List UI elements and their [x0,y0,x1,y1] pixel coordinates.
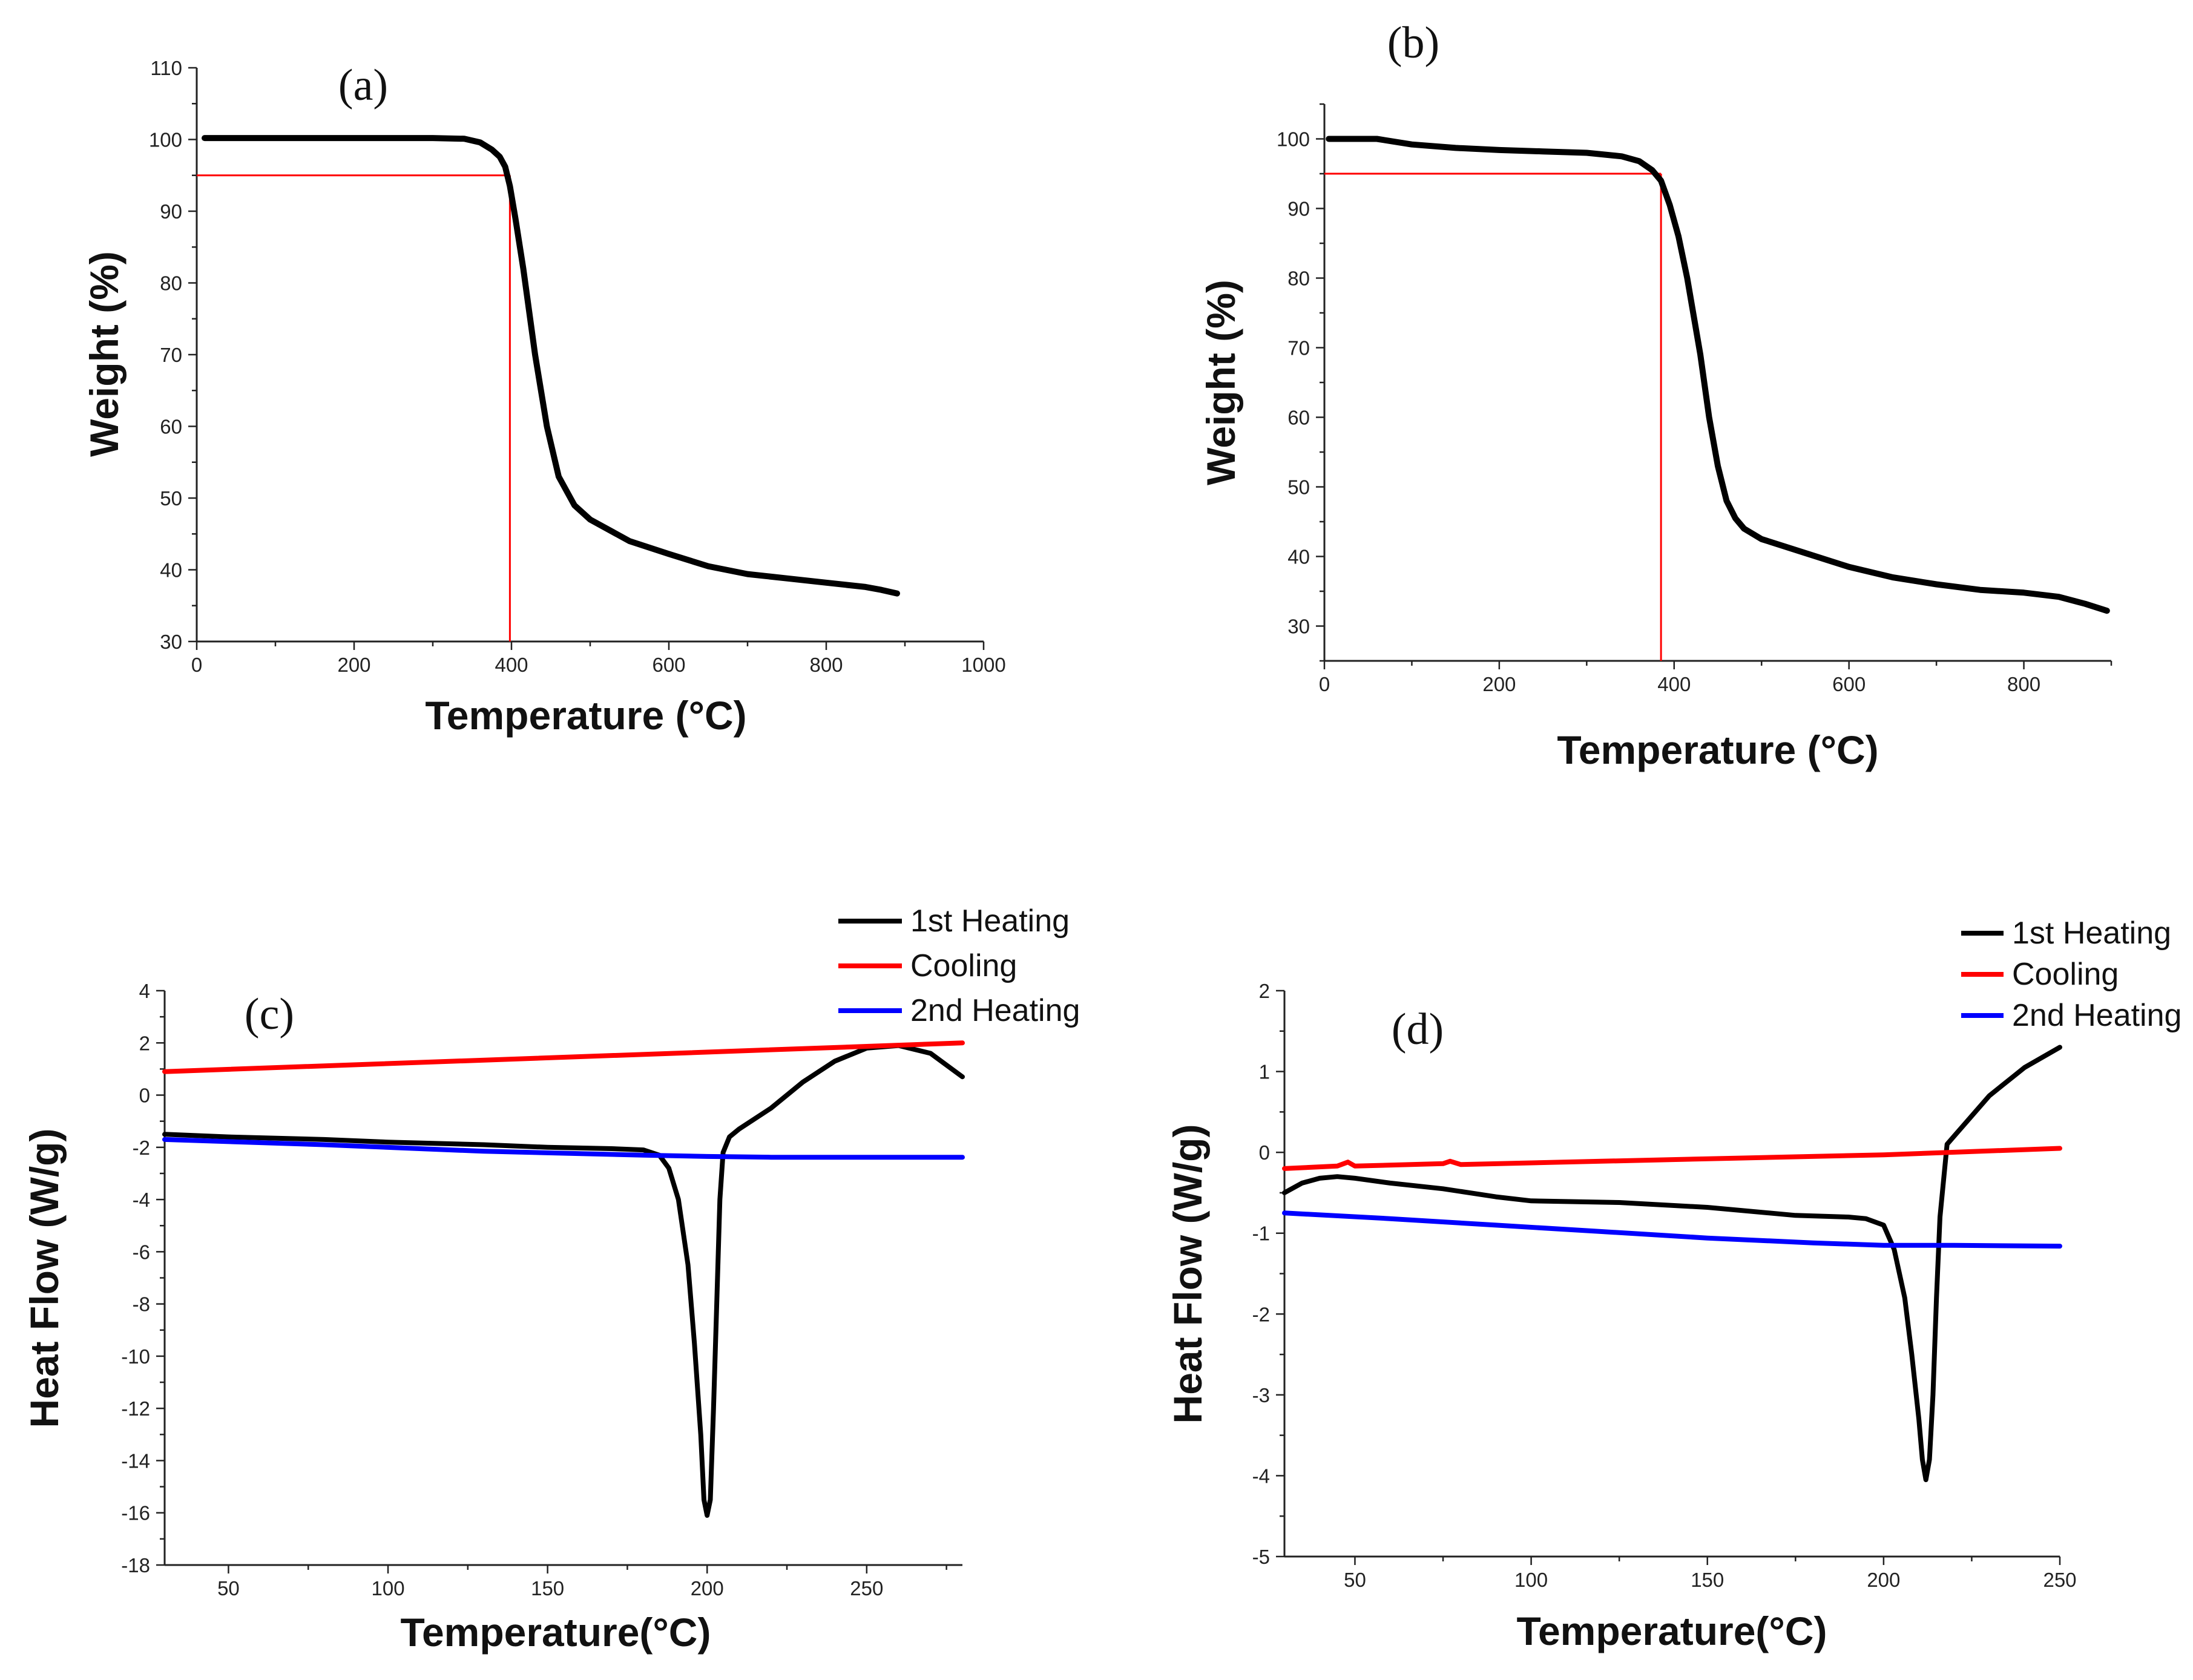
x-tick-label: 250 [850,1577,883,1600]
y-tick-label: 80 [160,272,182,295]
series-line-2nd-heating [1282,1210,2062,1249]
y-tick-label: 60 [160,416,182,438]
series-line-1st-heating [162,1043,965,1518]
y-axis-title: Heat Flow (W/g) [22,1129,67,1428]
y-tick-label: 50 [1287,476,1310,499]
y-tick-label: 2 [1259,980,1270,1002]
y-tick-label: 1 [1259,1061,1270,1083]
y-tick-label: 100 [1277,128,1310,151]
legend: 1st Heating Cooling 2nd Heating [1961,916,2181,1033]
x-axis-title: Temperature (°C) [1557,727,1878,772]
y-tick-label: 90 [160,200,182,223]
x-axis-title: Temperature (°C) [425,693,746,738]
x-tick-label: 800 [809,654,843,676]
y-tick-label: 70 [160,344,182,366]
y-tick-label: -8 [133,1293,150,1316]
series-line-2nd-heating [162,1137,965,1160]
x-tick-label: 50 [1344,1569,1366,1591]
legend-label: Cooling [2012,957,2119,992]
y-tick-label: 30 [160,631,182,653]
x-tick-label: 0 [191,654,202,676]
panel-label: (d) [1392,1005,1444,1054]
y-tick-label: -4 [1252,1465,1270,1487]
series-line-cooling [1282,1146,2062,1171]
x-tick-label: 50 [217,1577,240,1600]
y-tick-label: -2 [133,1137,150,1159]
x-tick-label: 200 [691,1577,724,1600]
y-tick-label: -5 [1252,1546,1270,1568]
y-tick-label: 50 [160,487,182,510]
y-tick-label: 80 [1287,267,1310,290]
panel-b: 0 200 400 600 800 30 40 50 60 70 80 90 100 Temperatur… [1198,18,2112,772]
y-tick-label: -18 [121,1554,150,1577]
x-tick-label: 1000 [961,654,1005,676]
legend-label: 1st Heating [2012,916,2171,951]
series-line-1st-heating [1282,1045,2062,1483]
legend-label: 2nd Heating [910,993,1080,1028]
panel-label: (b) [1387,18,1439,68]
x-tick-label: 150 [531,1577,564,1600]
y-tick-label: -6 [133,1241,150,1263]
x-tick-label: 0 [1319,673,1330,695]
y-tick-label: -10 [121,1345,150,1368]
y-tick-label: -12 [121,1397,150,1420]
y-tick-label: 0 [1259,1141,1270,1164]
x-tick-label: 200 [337,654,370,676]
y-axis-title: Heat Flow (W/g) [1165,1124,1210,1424]
y-tick-label: -1 [1252,1222,1270,1245]
x-tick-label: 150 [1691,1569,1724,1591]
y-axis-title: Weight (%) [1198,280,1243,485]
y-tick-label: -4 [133,1189,150,1211]
x-tick-label: 250 [2043,1569,2076,1591]
x-tick-label: 200 [1482,673,1516,695]
panel-label: (a) [338,61,388,110]
y-tick-label: 70 [1287,337,1310,359]
x-tick-label: 600 [652,654,685,676]
y-tick-label: 2 [139,1032,150,1054]
x-tick-label: 600 [1832,673,1866,695]
x-tick-label: 400 [1657,673,1691,695]
x-axis-title: Temperature(°C) [1517,1609,1827,1653]
legend: 1st Heating Cooling 2nd Heating [838,904,1080,1028]
x-tick-label: 100 [372,1577,405,1600]
legend-label: 1st Heating [910,904,1070,939]
x-tick-label: 800 [2007,673,2040,695]
panel-a: 0 200 400 600 800 1000 30 40 50 60 70 80 90 100 110 Tem… [82,57,1006,738]
y-tick-label: -16 [121,1502,150,1524]
y-tick-label: 60 [1287,407,1310,429]
y-tick-label: 0 [139,1084,150,1107]
panel-label: (c) [245,989,294,1039]
legend-label: 2nd Heating [2012,998,2181,1033]
panel-c: 50 100 150 200 250 -18 -16 -14 -12 -10 -8 -6 -4 -2 0 2 4… [22,904,1080,1655]
y-tick-label: 40 [160,559,182,582]
y-tick-label: 40 [1287,546,1310,568]
y-tick-label: 4 [139,980,150,1002]
series-line-curve [1326,136,2110,614]
y-tick-label: -14 [121,1449,150,1472]
y-tick-label: -2 [1252,1303,1270,1325]
x-axis-title: Temperature(°C) [401,1610,711,1655]
panel-d: 50 100 150 200 250 -5 -4 -3 -2 -1 0 1 2 Temperature(°… [1165,916,2181,1653]
y-tick-label: 100 [149,129,182,151]
x-tick-label: 100 [1514,1569,1548,1591]
legend-label: Cooling [910,948,1017,983]
x-tick-label: 200 [1867,1569,1900,1591]
y-tick-label: -3 [1252,1384,1270,1406]
y-tick-label: 110 [150,57,182,79]
series-line-cooling [162,1040,965,1074]
y-tick-label: 30 [1287,615,1310,638]
y-axis-title: Weight (%) [82,251,127,457]
x-tick-label: 400 [495,654,528,676]
series-line-curve [202,135,900,597]
y-tick-label: 90 [1287,198,1310,220]
